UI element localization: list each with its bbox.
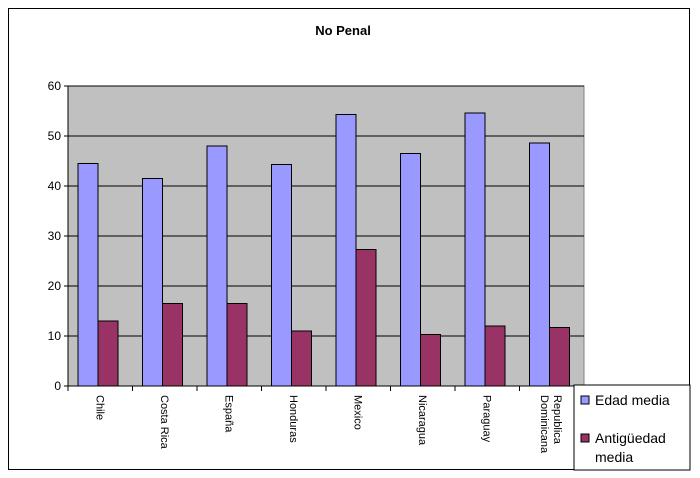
svg-text:Dominicana: Dominicana (538, 395, 550, 454)
bar-edad-media (142, 178, 163, 387)
y-tick-label: 30 (48, 229, 62, 243)
svg-text:Republica: Republica (551, 395, 563, 445)
x-tick-label: España (222, 395, 234, 433)
x-tick-label: Mexico (351, 395, 363, 430)
svg-text:Chile: Chile (93, 395, 105, 420)
bar-chart: No Penal 0 10 20 30 40 50 60 Chile Costa Rica Esp… (48, 23, 691, 471)
x-tick-label: Nicaragua (416, 395, 428, 446)
x-tick-label: Honduras (287, 395, 299, 443)
bar-edad-media (335, 114, 357, 387)
bar-edad-media (77, 163, 99, 387)
chart-frame: No Penal 0 10 20 30 40 50 60 Chile Costa Rica Esp… (8, 8, 691, 471)
y-tick-label: 50 (48, 129, 62, 143)
bar-antiguedad-media (355, 249, 377, 387)
bar-edad-media (206, 145, 228, 387)
svg-text:Honduras: Honduras (287, 395, 299, 443)
bar-antiguedad-media (97, 320, 119, 387)
legend-swatch (580, 395, 590, 405)
legend-label: media (595, 449, 633, 465)
bar-antiguedad-media (226, 303, 248, 387)
x-tick-label: Costa Rica (158, 395, 170, 450)
bar-edad-media (400, 153, 421, 387)
svg-text:Costa Rica: Costa Rica (158, 395, 170, 450)
bar-antiguedad-media (420, 334, 441, 387)
y-tick-label: 0 (54, 379, 61, 393)
bar-antiguedad-media (484, 325, 506, 387)
svg-text:Nicaragua: Nicaragua (416, 395, 428, 446)
x-tick-label: Paraguay (480, 395, 492, 443)
bar-edad-media (271, 164, 292, 387)
chart-title: No Penal (315, 23, 371, 38)
x-tick-label: Chile (93, 395, 105, 420)
legend-label: Edad media (595, 392, 670, 408)
bars (77, 112, 570, 387)
bar-edad-media (529, 142, 550, 387)
y-tick-label: 20 (48, 279, 62, 293)
y-tick-label: 40 (48, 179, 62, 193)
y-tick-label: 10 (48, 329, 62, 343)
bar-antiguedad-media (162, 303, 183, 387)
bar-antiguedad-media (291, 330, 312, 387)
axes: 0 10 20 30 40 50 60 Chile Costa Rica España Hondur… (48, 79, 585, 454)
y-tick-label: 60 (48, 79, 62, 93)
legend-label: Antigüedad (595, 430, 666, 446)
legend-box (573, 384, 691, 471)
svg-text:Mexico: Mexico (351, 395, 363, 430)
legend-swatch (580, 433, 590, 443)
legend: Edad media Antigüedad media (573, 384, 691, 471)
svg-text:España: España (222, 395, 234, 433)
bar-antiguedad-media (549, 327, 570, 387)
svg-text:Paraguay: Paraguay (480, 395, 492, 443)
bar-edad-media (464, 112, 486, 387)
